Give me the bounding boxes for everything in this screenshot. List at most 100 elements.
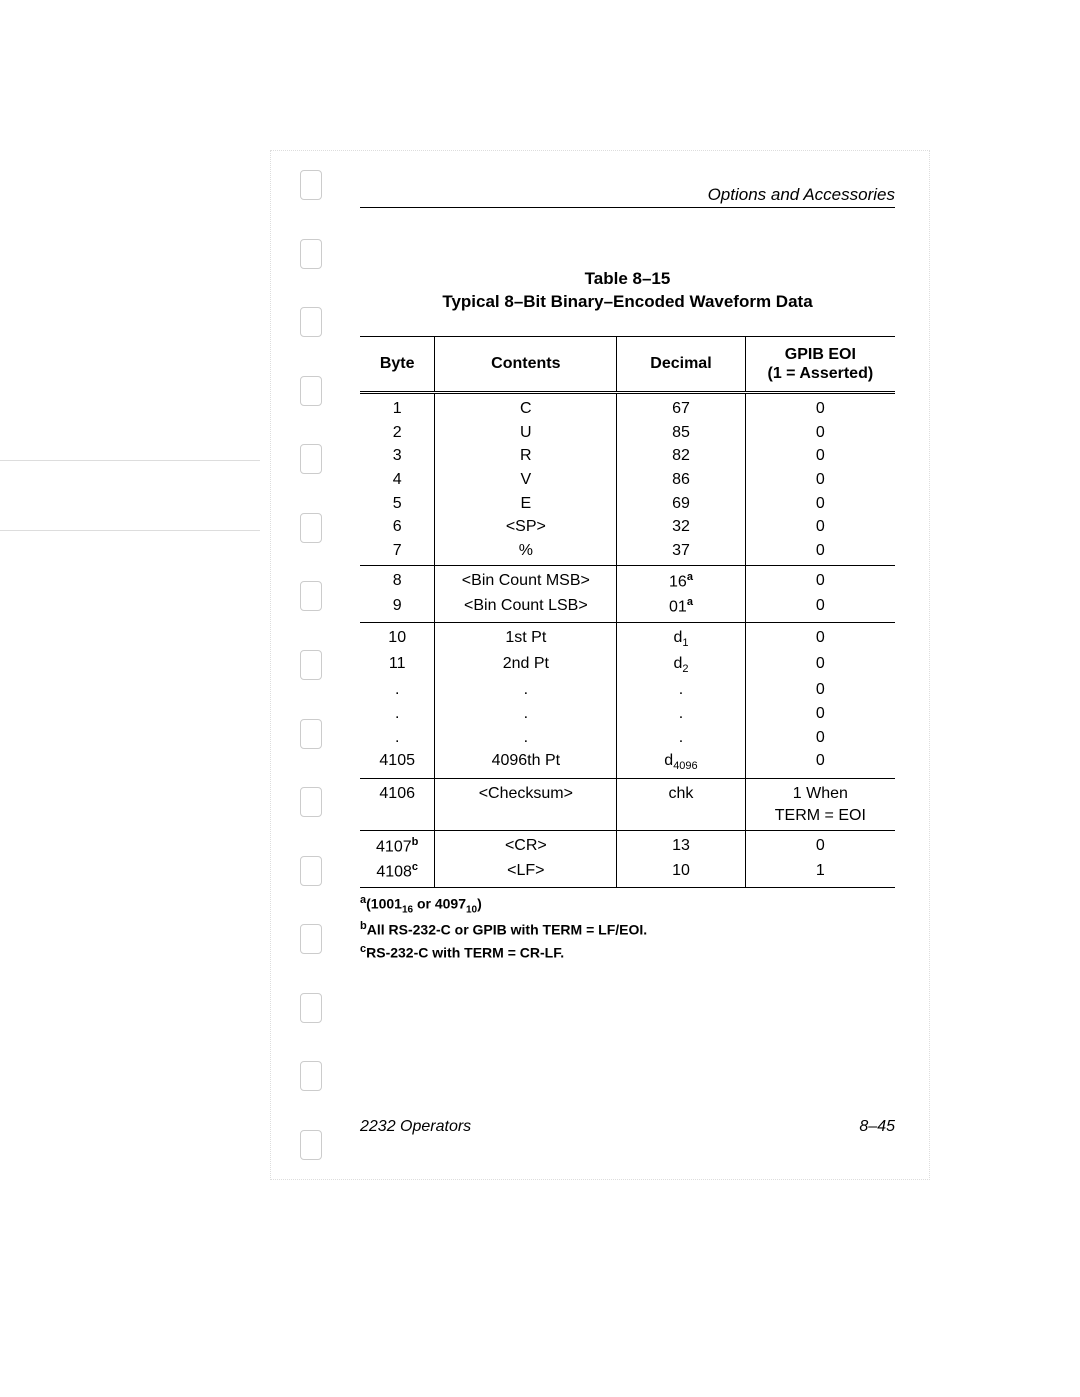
cell-contents: <LF>	[435, 859, 617, 887]
cell-decimal: .	[617, 702, 745, 726]
scan-noise	[0, 460, 260, 461]
cell-eoi: 0	[745, 566, 895, 594]
cell-contents: .	[435, 726, 617, 750]
cell-eoi: 0	[745, 831, 895, 859]
footnote-c: cRS-232-C with TERM = CR-LF.	[360, 941, 895, 964]
table-row: ...0	[360, 726, 895, 750]
cell-eoi: 1 WhenTERM = EOI	[745, 779, 895, 831]
cell-contents: E	[435, 492, 617, 516]
table-row: 9<Bin Count LSB>01a0	[360, 594, 895, 622]
cell-byte: 3	[360, 444, 435, 468]
col-contents: Contents	[435, 336, 617, 392]
cell-contents: 1st Pt	[435, 623, 617, 653]
cell-contents: %	[435, 539, 617, 566]
cell-decimal: d4096	[617, 749, 745, 779]
hole	[300, 719, 322, 749]
table-row: 1C670	[360, 393, 895, 421]
cell-decimal: 82	[617, 444, 745, 468]
cell-decimal: 10	[617, 859, 745, 887]
cell-byte: 4107b	[360, 831, 435, 859]
cell-decimal: .	[617, 678, 745, 702]
cell-contents: <Bin Count MSB>	[435, 566, 617, 594]
cell-eoi: 1	[745, 859, 895, 887]
cell-decimal: d2	[617, 652, 745, 678]
footnote-b: bAll RS-232-C or GPIB with TERM = LF/EOI…	[360, 918, 895, 941]
fn-b-text: All RS-232-C or GPIB with TERM = LF/EOI.	[367, 922, 647, 938]
cell-decimal: 85	[617, 421, 745, 445]
cell-byte: .	[360, 702, 435, 726]
cell-contents: <SP>	[435, 515, 617, 539]
page-footer: 2232 Operators 8–45	[360, 1118, 895, 1136]
cell-eoi: 0	[745, 702, 895, 726]
cell-byte: 1	[360, 393, 435, 421]
cell-byte: 9	[360, 594, 435, 622]
cell-contents: .	[435, 702, 617, 726]
footer-left: 2232 Operators	[360, 1118, 471, 1136]
cell-eoi: 0	[745, 421, 895, 445]
cell-eoi: 0	[745, 726, 895, 750]
cell-byte: 7	[360, 539, 435, 566]
table-caption: Table 8–15 Typical 8–Bit Binary–Encoded …	[360, 268, 895, 314]
hole	[300, 513, 322, 543]
cell-decimal: 01a	[617, 594, 745, 622]
binding-holes	[300, 170, 330, 1160]
hole	[300, 1130, 322, 1160]
page-content: Options and Accessories Table 8–15 Typic…	[360, 185, 895, 965]
cell-byte: 5	[360, 492, 435, 516]
col-byte: Byte	[360, 336, 435, 392]
cell-eoi: 0	[745, 515, 895, 539]
footnote-a: a(100116 or 409710)	[360, 892, 895, 918]
footnotes: a(100116 or 409710) bAll RS-232-C or GPI…	[360, 892, 895, 965]
footer-right: 8–45	[859, 1118, 895, 1136]
cell-decimal: d1	[617, 623, 745, 653]
table-row: 4107b<CR>130	[360, 831, 895, 859]
fn-a-mid: or 4097	[413, 896, 466, 912]
table-row: 4V860	[360, 468, 895, 492]
cell-eoi: 0	[745, 594, 895, 622]
cell-byte: 11	[360, 652, 435, 678]
caption-line2: Typical 8–Bit Binary–Encoded Waveform Da…	[442, 292, 812, 311]
waveform-table: Byte Contents Decimal GPIB EOI(1 = Asser…	[360, 336, 895, 888]
table-row: 101st Ptd10	[360, 623, 895, 653]
cell-contents: 2nd Pt	[435, 652, 617, 678]
hole	[300, 787, 322, 817]
cell-decimal: 16a	[617, 566, 745, 594]
hole	[300, 170, 322, 200]
fn-a-pre: (1001	[366, 896, 402, 912]
table-row: 6<SP>320	[360, 515, 895, 539]
hole	[300, 239, 322, 269]
cell-eoi: 0	[745, 749, 895, 779]
cell-eoi: 0	[745, 652, 895, 678]
hole	[300, 650, 322, 680]
cell-byte: 2	[360, 421, 435, 445]
hole	[300, 924, 322, 954]
cell-contents: <Bin Count LSB>	[435, 594, 617, 622]
cell-byte: .	[360, 678, 435, 702]
col-decimal: Decimal	[617, 336, 745, 392]
cell-contents: 4096th Pt	[435, 749, 617, 779]
hole	[300, 307, 322, 337]
table-row: 3R820	[360, 444, 895, 468]
cell-eoi: 0	[745, 678, 895, 702]
cell-decimal: 69	[617, 492, 745, 516]
scan-noise	[0, 530, 260, 531]
cell-eoi: 0	[745, 623, 895, 653]
table-row: 2U850	[360, 421, 895, 445]
fn-a-sub2: 10	[466, 905, 477, 916]
cell-contents: U	[435, 421, 617, 445]
cell-byte: 10	[360, 623, 435, 653]
table-row: 5E690	[360, 492, 895, 516]
hole	[300, 1061, 322, 1091]
cell-contents: .	[435, 678, 617, 702]
cell-decimal: 86	[617, 468, 745, 492]
table-row: 4106<Checksum>chk1 WhenTERM = EOI	[360, 779, 895, 831]
table-row: 112nd Ptd20	[360, 652, 895, 678]
table-row: 7%370	[360, 539, 895, 566]
cell-eoi: 0	[745, 539, 895, 566]
cell-byte: 6	[360, 515, 435, 539]
cell-eoi: 0	[745, 393, 895, 421]
cell-decimal: 37	[617, 539, 745, 566]
page-header: Options and Accessories	[360, 185, 895, 208]
hole	[300, 444, 322, 474]
cell-byte: 4105	[360, 749, 435, 779]
